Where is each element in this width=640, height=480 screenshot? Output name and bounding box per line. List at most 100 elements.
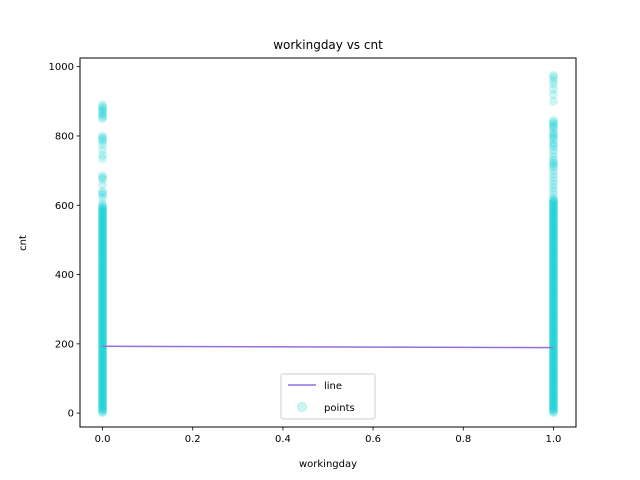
scatter-point bbox=[548, 379, 558, 389]
scatter-point bbox=[98, 277, 108, 287]
scatter-point bbox=[98, 244, 108, 254]
axes-frame bbox=[79, 57, 577, 428]
x-tick-label: 0.2 bbox=[185, 434, 201, 445]
scatter-point bbox=[98, 262, 108, 272]
scatter-point bbox=[548, 351, 558, 361]
scatter-point bbox=[98, 405, 108, 415]
scatter-point bbox=[548, 253, 558, 263]
y-tick-label: 200 bbox=[55, 339, 74, 350]
scatter-point bbox=[98, 131, 108, 141]
scatter-point bbox=[548, 217, 558, 227]
scatter-point bbox=[98, 390, 108, 400]
scatter-point bbox=[98, 251, 108, 261]
scatter-point bbox=[548, 317, 558, 327]
scatter-point bbox=[548, 330, 558, 340]
scatter-point bbox=[98, 290, 108, 300]
scatter-point bbox=[98, 247, 108, 257]
scatter-point bbox=[548, 255, 558, 265]
scatter-point bbox=[548, 372, 558, 382]
scatter-point bbox=[98, 375, 108, 385]
scatter-point bbox=[98, 243, 108, 253]
scatter-point bbox=[548, 201, 558, 211]
scatter-point bbox=[548, 162, 558, 172]
scatter-point bbox=[548, 322, 558, 332]
scatter-point bbox=[548, 300, 558, 310]
scatter-point bbox=[98, 338, 108, 348]
scatter-point bbox=[98, 186, 108, 196]
scatter-point bbox=[548, 273, 558, 283]
scatter-point bbox=[548, 212, 558, 222]
scatter-point bbox=[98, 403, 108, 413]
scatter-point bbox=[98, 250, 108, 260]
scatter-point bbox=[548, 129, 558, 139]
scatter-point bbox=[98, 254, 108, 264]
scatter-point bbox=[548, 303, 558, 313]
scatter-point bbox=[98, 232, 108, 242]
x-tick-label: 1.0 bbox=[546, 434, 562, 445]
scatter-point bbox=[98, 323, 108, 333]
scatter-point bbox=[548, 296, 558, 306]
scatter-point bbox=[98, 319, 108, 329]
scatter-point bbox=[548, 230, 558, 240]
scatter-point bbox=[98, 344, 108, 354]
scatter-point bbox=[548, 138, 558, 148]
scatter-point bbox=[548, 159, 558, 169]
scatter-point bbox=[98, 396, 108, 406]
scatter-point bbox=[548, 287, 558, 297]
scatter-point bbox=[548, 343, 558, 353]
scatter-point bbox=[548, 210, 558, 220]
scatter-point bbox=[548, 235, 558, 245]
scatter-point bbox=[548, 357, 558, 367]
scatter-point bbox=[548, 354, 558, 364]
scatter-point bbox=[548, 225, 558, 235]
scatter-point bbox=[98, 281, 108, 291]
scatter-point bbox=[98, 392, 108, 402]
scatter-point bbox=[98, 240, 108, 250]
scatter-point bbox=[548, 252, 558, 262]
scatter-point bbox=[548, 392, 558, 402]
scatter-point bbox=[548, 131, 558, 141]
scatter-point bbox=[98, 361, 108, 371]
scatter-point bbox=[548, 277, 558, 287]
scatter-point bbox=[548, 218, 558, 228]
scatter-point bbox=[98, 358, 108, 368]
scatter-point bbox=[548, 236, 558, 246]
scatter-point bbox=[548, 179, 558, 189]
scatter-point bbox=[548, 350, 558, 360]
scatter-point bbox=[548, 276, 558, 286]
scatter-point bbox=[98, 345, 108, 355]
scatter-point bbox=[548, 329, 558, 339]
scatter-point bbox=[548, 176, 558, 186]
scatter-point bbox=[548, 319, 558, 329]
scatter-point bbox=[98, 257, 108, 267]
scatter-point bbox=[98, 342, 108, 352]
scatter-point bbox=[548, 316, 558, 326]
scatter-point bbox=[548, 232, 558, 242]
scatter-point bbox=[548, 263, 558, 273]
scatter-point bbox=[98, 316, 108, 326]
scatter-point bbox=[98, 134, 108, 144]
scatter-point bbox=[548, 249, 558, 259]
scatter-point bbox=[98, 335, 108, 345]
scatter-point bbox=[548, 314, 558, 324]
scatter-point bbox=[98, 369, 108, 379]
scatter-point bbox=[548, 394, 558, 404]
scatter-point bbox=[98, 373, 108, 383]
scatter-point bbox=[98, 309, 108, 319]
scatter-point bbox=[548, 250, 558, 260]
scatter-point bbox=[98, 387, 108, 397]
scatter-point bbox=[548, 124, 558, 134]
scatter-point bbox=[548, 237, 558, 247]
scatter-point bbox=[548, 246, 558, 256]
scatter-point bbox=[548, 292, 558, 302]
scatter-point bbox=[548, 256, 558, 266]
scatter-point bbox=[98, 279, 108, 289]
scatter-point bbox=[98, 306, 108, 316]
scatter-point bbox=[548, 245, 558, 255]
scatter-point bbox=[548, 284, 558, 294]
scatter-point bbox=[98, 399, 108, 409]
scatter-point bbox=[548, 289, 558, 299]
scatter-point bbox=[98, 227, 108, 237]
scatter-point bbox=[548, 264, 558, 274]
